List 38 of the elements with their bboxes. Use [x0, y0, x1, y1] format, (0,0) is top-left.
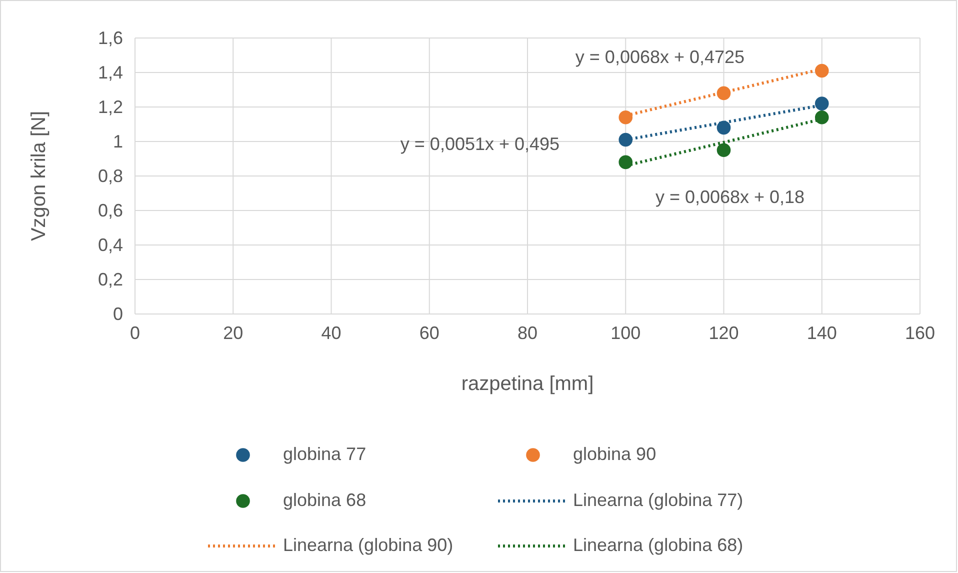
y-tick-label: 1,4 — [98, 62, 123, 82]
x-tick-label: 80 — [517, 322, 538, 343]
annotation: y = 0,0068x + 0,4725 — [575, 46, 745, 67]
y-axis-title: Vzgon krila [N] — [28, 110, 50, 242]
legend-label: Linearna (globina 77) — [573, 490, 744, 510]
legend-label: Linearna (globina 68) — [573, 534, 744, 555]
point — [716, 143, 731, 158]
x-tick-label: 120 — [708, 322, 739, 343]
point — [716, 86, 731, 100]
point — [618, 110, 633, 124]
point — [814, 110, 829, 124]
x-tick-label: 100 — [610, 322, 641, 343]
annotation: y = 0,0068x + 0,18 — [655, 186, 805, 207]
legend-label: globina 90 — [573, 444, 656, 464]
y-tick-label: 1,2 — [98, 96, 123, 117]
point — [618, 132, 633, 147]
x-tick-label: 20 — [223, 322, 244, 343]
point — [814, 64, 829, 78]
annotation: y = 0,0051x + 0,495 — [400, 134, 560, 154]
x-axis-title: razpetina [mm] — [461, 373, 594, 395]
y-tick-label: 1 — [112, 131, 123, 152]
y-tick-label: 0 — [112, 304, 123, 324]
legend-label: Linearna (globina 90) — [283, 534, 454, 555]
y-tick-label: 0,8 — [98, 166, 123, 186]
x-tick-label: 40 — [321, 322, 342, 343]
y-tick-label: 0,6 — [98, 200, 123, 220]
legend-label: globina 68 — [283, 490, 366, 510]
x-tick-label: 160 — [904, 322, 936, 343]
x-tick-label: 0 — [130, 322, 140, 343]
legend-label: globina 77 — [283, 444, 366, 464]
y-tick-label: 0,2 — [98, 269, 123, 290]
x-tick-label: 140 — [806, 322, 837, 343]
point — [618, 155, 633, 170]
x-tick-label: 60 — [419, 322, 440, 343]
y-tick-label: 0,4 — [98, 234, 123, 255]
point — [716, 120, 731, 135]
y-tick-label: 1,6 — [98, 28, 123, 48]
point — [814, 96, 829, 110]
